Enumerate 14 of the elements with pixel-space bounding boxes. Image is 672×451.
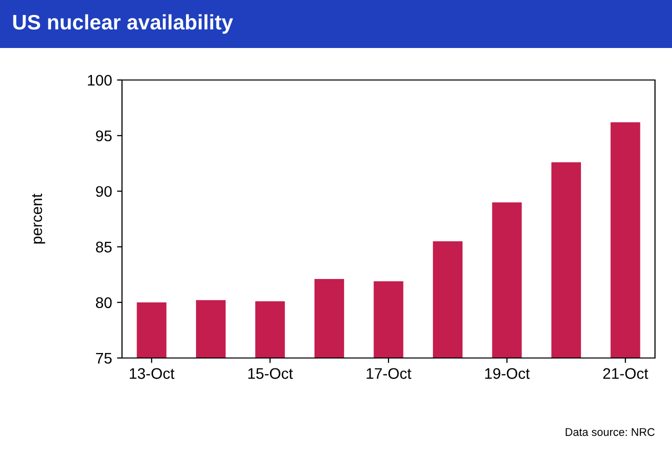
x-tick-label: 17-Oct [366, 368, 412, 379]
y-tick-label: 95 [96, 130, 112, 142]
y-tick-label: 75 [96, 353, 112, 364]
x-tick-label: 21-Oct [603, 368, 648, 379]
y-axis-title: percent [32, 194, 46, 244]
y-tick-label: 85 [96, 242, 112, 252]
chart-title: US nuclear availability [13, 14, 234, 34]
x-tick-label: 13-Oct [130, 368, 174, 379]
x-tick-label: 19-Oct [485, 368, 530, 379]
y-tick-label: 80 [96, 297, 112, 308]
y-tick-label: 90 [96, 186, 112, 197]
x-tick-label: 15-Oct [248, 368, 293, 379]
source-note: Data source: NRC [566, 428, 655, 436]
y-tick-label: 100 [88, 74, 112, 86]
